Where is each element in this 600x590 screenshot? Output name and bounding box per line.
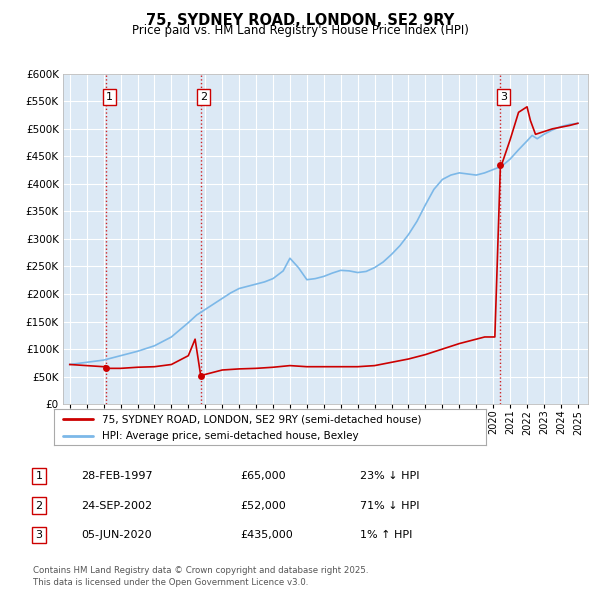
Text: 28-FEB-1997: 28-FEB-1997 bbox=[81, 471, 152, 481]
Text: 3: 3 bbox=[500, 92, 507, 102]
Text: 1% ↑ HPI: 1% ↑ HPI bbox=[360, 530, 412, 540]
Text: 1: 1 bbox=[106, 92, 113, 102]
Text: £52,000: £52,000 bbox=[240, 501, 286, 510]
Text: 05-JUN-2020: 05-JUN-2020 bbox=[81, 530, 152, 540]
Text: HPI: Average price, semi-detached house, Bexley: HPI: Average price, semi-detached house,… bbox=[101, 431, 358, 441]
Text: 75, SYDNEY ROAD, LONDON, SE2 9RY (semi-detached house): 75, SYDNEY ROAD, LONDON, SE2 9RY (semi-d… bbox=[101, 414, 421, 424]
Text: 2: 2 bbox=[35, 501, 43, 510]
Text: 3: 3 bbox=[35, 530, 43, 540]
Text: 23% ↓ HPI: 23% ↓ HPI bbox=[360, 471, 419, 481]
Text: 75, SYDNEY ROAD, LONDON, SE2 9RY: 75, SYDNEY ROAD, LONDON, SE2 9RY bbox=[146, 12, 454, 28]
Text: 24-SEP-2002: 24-SEP-2002 bbox=[81, 501, 152, 510]
Text: 71% ↓ HPI: 71% ↓ HPI bbox=[360, 501, 419, 510]
Text: Contains HM Land Registry data © Crown copyright and database right 2025.
This d: Contains HM Land Registry data © Crown c… bbox=[33, 566, 368, 587]
Text: 1: 1 bbox=[35, 471, 43, 481]
Text: £435,000: £435,000 bbox=[240, 530, 293, 540]
Text: Price paid vs. HM Land Registry's House Price Index (HPI): Price paid vs. HM Land Registry's House … bbox=[131, 24, 469, 37]
Text: £65,000: £65,000 bbox=[240, 471, 286, 481]
Text: 2: 2 bbox=[200, 92, 207, 102]
